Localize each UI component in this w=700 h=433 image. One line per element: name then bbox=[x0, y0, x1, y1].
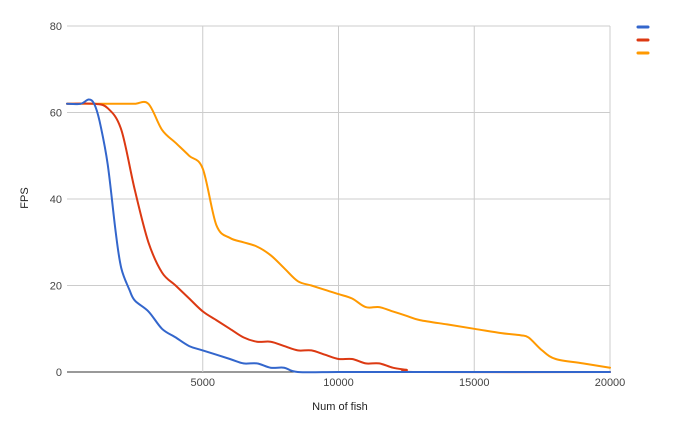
y-tick-label: 60 bbox=[50, 108, 62, 120]
y-tick-label: 20 bbox=[50, 281, 62, 293]
series-line-3 bbox=[66, 100, 611, 369]
x-axis-title: Num of fish bbox=[312, 401, 368, 413]
x-tick-label: 15000 bbox=[459, 377, 490, 389]
y-axis-ticks: 0 20 40 60 80 bbox=[50, 21, 62, 379]
series-line-1 bbox=[66, 98, 611, 374]
y-tick-label: 0 bbox=[56, 367, 62, 379]
series-line-2 bbox=[66, 102, 611, 374]
y-axis-title: FPS bbox=[19, 187, 31, 208]
series-layer bbox=[66, 98, 611, 374]
x-axis-ticks: 5000 10000 15000 20000 bbox=[191, 377, 626, 389]
x-tick-label: 10000 bbox=[323, 377, 354, 389]
gridlines bbox=[67, 25, 611, 373]
y-tick-label: 80 bbox=[50, 21, 62, 33]
y-tick-label: 40 bbox=[50, 194, 62, 206]
legend bbox=[636, 25, 650, 55]
x-tick-label: 20000 bbox=[595, 377, 626, 389]
x-tick-label: 5000 bbox=[191, 377, 215, 389]
